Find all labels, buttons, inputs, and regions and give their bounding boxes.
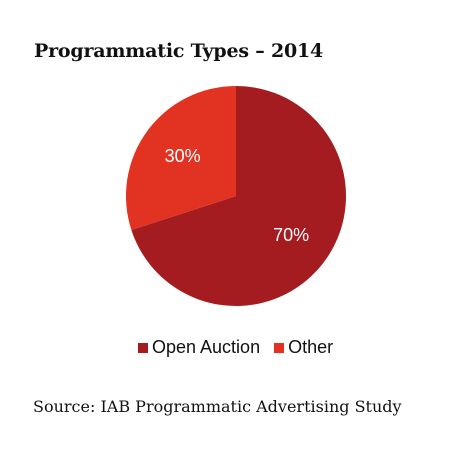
legend-swatch-other [274,342,285,353]
legend-label-other: Other [288,337,334,357]
legend-item-other: Other [274,337,333,358]
legend-label-open-auction: Open Auction [152,337,261,357]
source-note: Source: IAB Programmatic Advertising Stu… [33,397,402,416]
pie-slice-other [125,86,236,230]
legend: Open Auction Other [138,337,347,358]
pie-label-open-auction: 70% [273,225,309,245]
legend-item-open-auction: Open Auction [138,337,260,358]
chart-title: Programmatic Types – 2014 [34,40,324,62]
pie-label-other: 30% [165,146,201,166]
pie-slice-open-auction [131,86,346,306]
legend-swatch-open-auction [138,342,148,353]
